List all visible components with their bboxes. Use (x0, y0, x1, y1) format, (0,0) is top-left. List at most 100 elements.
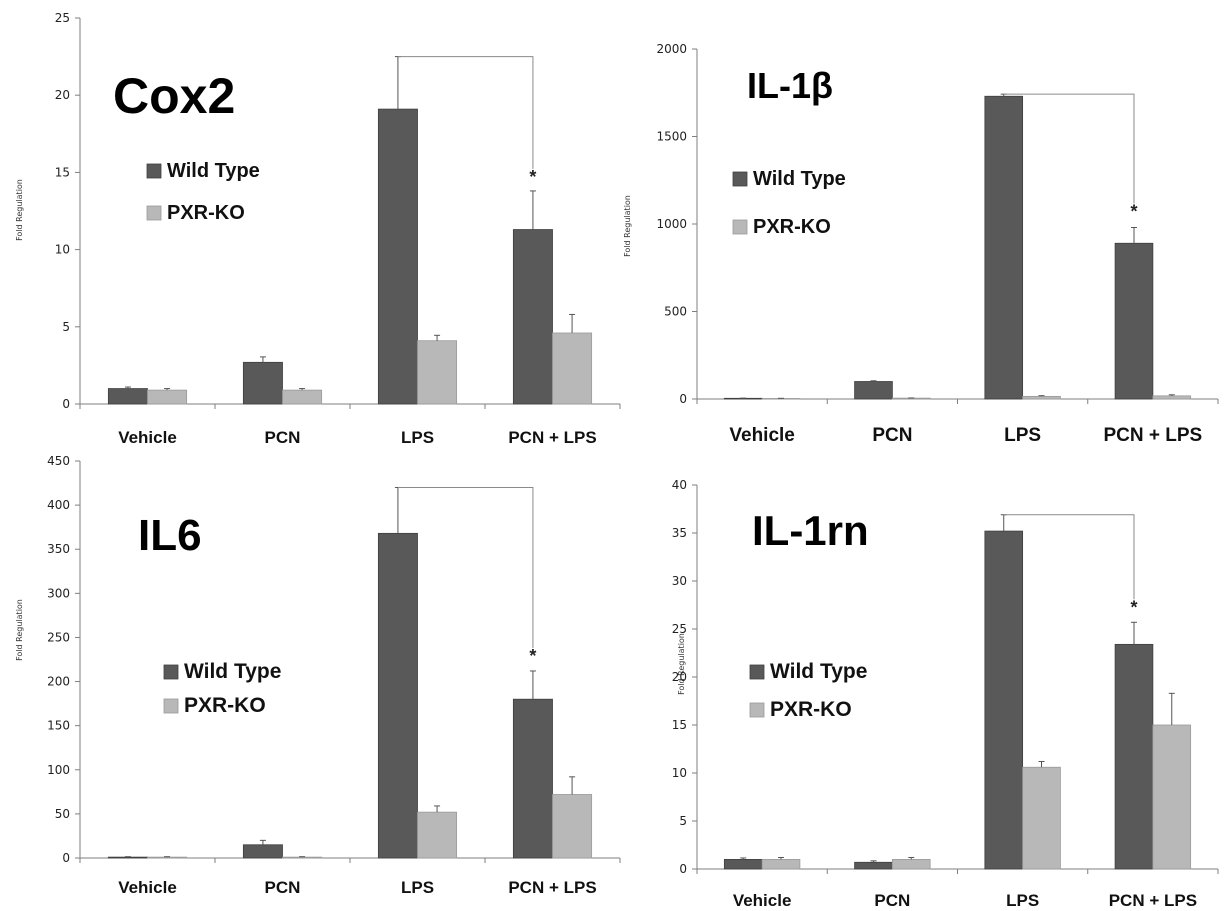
y-tick-label: 450 (47, 454, 70, 468)
bar-pxr-ko (417, 340, 458, 405)
y-tick-label: 35 (672, 526, 687, 540)
bar-pxr-ko (282, 389, 323, 405)
legend-swatch-pxr-ko (163, 698, 179, 714)
legend-swatch-pxr-ko (749, 702, 765, 718)
bar-wild-type (377, 108, 418, 405)
bar-wild-type (512, 698, 553, 859)
significance-marker: * (529, 646, 536, 666)
x-tick-label: PCN + LPS (1104, 425, 1203, 446)
x-tick-label: LPS (1004, 425, 1041, 446)
x-tick-label: Vehicle (118, 878, 177, 897)
bar-wild-type (242, 361, 283, 405)
y-tick-label: 0 (62, 851, 70, 865)
bar-pxr-ko (1022, 766, 1061, 870)
bar-pxr-ko (552, 794, 593, 859)
x-tick-label: LPS (401, 428, 434, 447)
y-tick-label: 5 (62, 320, 70, 334)
significance-marker: * (1130, 202, 1137, 222)
legend-swatch-wild-type (749, 664, 765, 680)
bar-pxr-ko (147, 389, 188, 405)
chart-title: IL-1β (747, 65, 833, 106)
y-tick-label: 0 (62, 397, 70, 411)
y-tick-label: 0 (679, 862, 687, 876)
chart-panel: 0 50 100 150 200 250 300 350 400 450 Vehicle PCN LPS… (15, 454, 621, 897)
y-tick-label: 10 (55, 243, 70, 257)
y-tick-label: 200 (47, 675, 70, 689)
y-tick-label: 1500 (656, 130, 687, 144)
y-tick-label: 5 (679, 814, 687, 828)
x-tick-label: PCN (872, 425, 912, 446)
chart-title: Cox2 (113, 68, 235, 124)
legend-label: Wild Type (753, 168, 846, 190)
significance-bracket (397, 486, 534, 648)
x-tick-label: Vehicle (118, 428, 177, 447)
significance-bracket (1003, 514, 1135, 600)
y-tick-label: 20 (672, 670, 687, 684)
bar-pxr-ko (891, 859, 931, 870)
chart-panel: 0 5 10 15 20 25 Vehicle PCN LPS PCN + LPS Fold Reg… (15, 11, 621, 447)
bar-wild-type (107, 388, 148, 405)
legend-label: PXR-KO (770, 698, 852, 721)
legend-swatch-wild-type (732, 171, 748, 187)
x-tick-label: PCN + LPS (1109, 891, 1197, 910)
bar-pxr-ko (147, 856, 188, 859)
y-axis-label: Fold Regulation (15, 179, 24, 241)
chart-panel: 0 5 10 15 20 25 30 35 40 Vehicle PCN LPS PCN + LPS Fo… (672, 478, 1219, 910)
bar-wild-type (512, 229, 553, 405)
legend-swatch-wild-type (163, 664, 179, 680)
y-tick-label: 15 (55, 165, 70, 179)
legend-label: PXR-KO (167, 202, 245, 224)
y-tick-label: 400 (47, 498, 70, 512)
x-tick-label: LPS (1006, 891, 1039, 910)
y-axis-label: Fold Regulation (623, 195, 632, 257)
y-tick-label: 0 (679, 392, 687, 406)
bar-wild-type (1114, 643, 1154, 870)
legend-swatch-pxr-ko (732, 219, 748, 235)
x-tick-label: PCN (874, 891, 910, 910)
legend-label: Wild Type (770, 660, 867, 683)
y-axis-label: Fold Regulation (677, 633, 686, 695)
significance-marker: * (529, 167, 536, 187)
y-axis-label: Fold Regulation (15, 599, 24, 661)
bar-wild-type (854, 861, 893, 870)
bar-wild-type (242, 844, 283, 859)
x-tick-label: Vehicle (729, 425, 795, 446)
x-tick-label: PCN (265, 428, 301, 447)
significance-bracket (1003, 93, 1135, 204)
x-tick-label: PCN + LPS (508, 428, 596, 447)
bar-wild-type (984, 95, 1024, 400)
bar-pxr-ko (1022, 395, 1061, 400)
y-tick-label: 10 (672, 766, 687, 780)
bar-pxr-ko (417, 811, 458, 859)
legend-swatch-wild-type (146, 163, 162, 179)
bar-wild-type (854, 381, 893, 400)
chart-panel: 0 500 1000 1500 2000 Vehicle PCN LPS PCN + LPS Fo… (623, 42, 1219, 446)
legend-label: PXR-KO (184, 694, 266, 717)
y-tick-label: 25 (55, 11, 70, 25)
legend-label: Wild Type (184, 660, 281, 683)
y-tick-label: 1000 (656, 217, 687, 231)
legend-label: PXR-KO (753, 216, 831, 238)
y-tick-label: 30 (672, 574, 687, 588)
y-tick-label: 20 (55, 88, 70, 102)
y-tick-label: 50 (55, 807, 70, 821)
y-tick-label: 250 (47, 630, 70, 644)
bar-wild-type (723, 859, 763, 870)
x-tick-label: Vehicle (733, 891, 792, 910)
y-tick-label: 300 (47, 586, 70, 600)
x-tick-label: LPS (401, 878, 434, 897)
y-tick-label: 25 (672, 622, 687, 636)
bar-wild-type (377, 532, 418, 859)
y-tick-label: 350 (47, 542, 70, 556)
legend-label: Wild Type (167, 160, 260, 182)
y-tick-label: 15 (672, 718, 687, 732)
bar-pxr-ko (1152, 724, 1192, 870)
bar-pxr-ko (552, 332, 593, 405)
significance-marker: * (1130, 597, 1137, 617)
bar-wild-type (1114, 242, 1154, 400)
y-tick-label: 500 (664, 305, 687, 319)
legend-swatch-pxr-ko (146, 205, 162, 221)
x-tick-label: PCN + LPS (508, 878, 596, 897)
bar-wild-type (984, 530, 1024, 870)
